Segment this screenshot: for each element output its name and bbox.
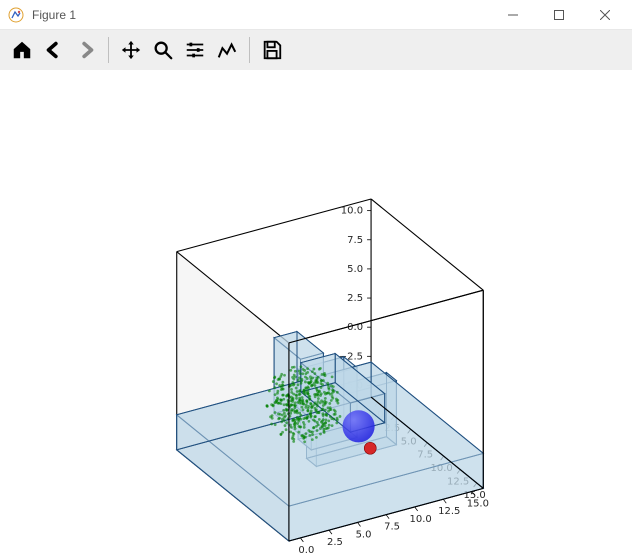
- figure-canvas[interactable]: −5.0−2.50.02.55.07.510.00.02.55.07.510.0…: [0, 70, 632, 555]
- toolbar-separator: [108, 37, 109, 63]
- home-icon[interactable]: [6, 33, 38, 67]
- svg-text:5.0: 5.0: [347, 264, 363, 275]
- svg-text:5.0: 5.0: [356, 529, 372, 540]
- minimize-button[interactable]: [490, 0, 536, 30]
- app-icon: [8, 7, 24, 23]
- svg-text:15.0: 15.0: [467, 498, 489, 509]
- configure-icon[interactable]: [179, 33, 211, 67]
- close-button[interactable]: [582, 0, 628, 30]
- svg-text:2.5: 2.5: [327, 537, 343, 548]
- titlebar: Figure 1: [0, 0, 632, 30]
- svg-text:2.5: 2.5: [347, 293, 363, 304]
- svg-text:7.5: 7.5: [384, 522, 400, 533]
- edit-axis-icon[interactable]: [211, 33, 243, 67]
- svg-text:0.0: 0.0: [298, 545, 314, 555]
- svg-text:7.5: 7.5: [347, 235, 363, 246]
- save-icon[interactable]: [256, 33, 288, 67]
- svg-text:10.0: 10.0: [410, 514, 432, 525]
- zoom-icon[interactable]: [147, 33, 179, 67]
- svg-text:10.0: 10.0: [341, 206, 363, 217]
- back-icon[interactable]: [38, 33, 70, 67]
- forward-icon[interactable]: [70, 33, 102, 67]
- pan-icon[interactable]: [115, 33, 147, 67]
- svg-text:12.5: 12.5: [438, 506, 460, 517]
- window-title: Figure 1: [32, 8, 76, 22]
- maximize-button[interactable]: [536, 0, 582, 30]
- mpl-toolbar: [0, 30, 632, 70]
- toolbar-separator: [249, 37, 250, 63]
